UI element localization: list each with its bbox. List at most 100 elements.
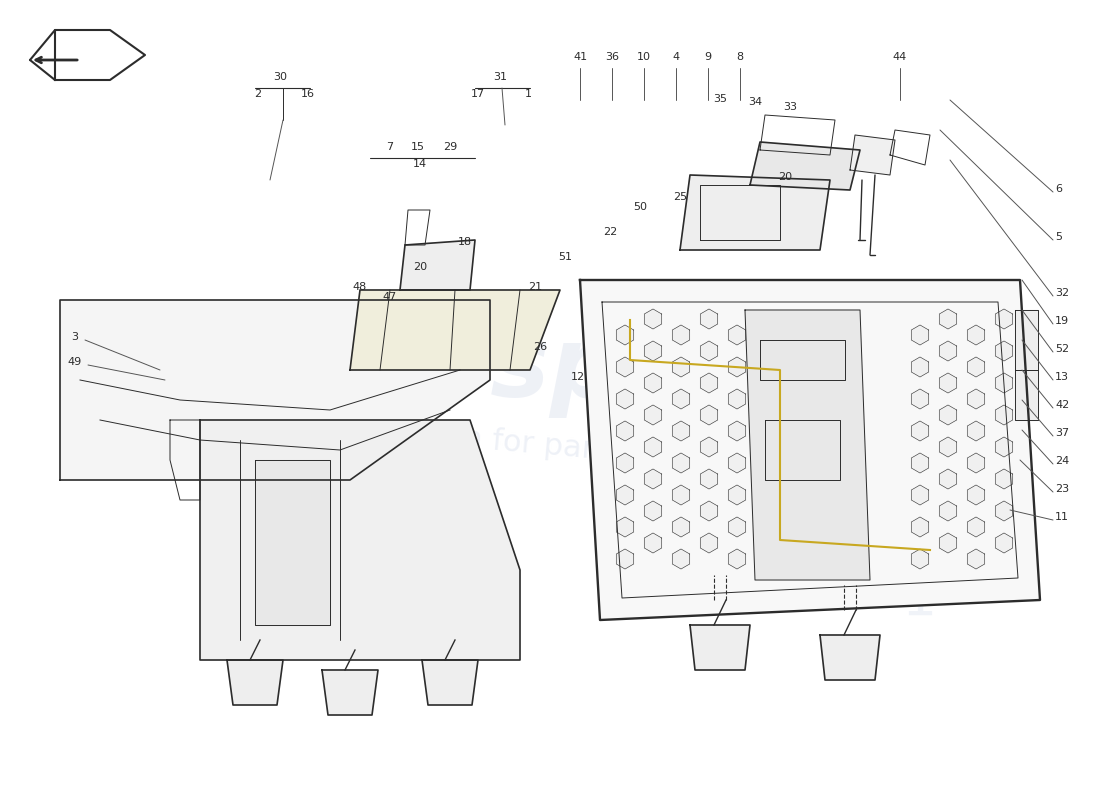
Polygon shape bbox=[911, 421, 928, 441]
Polygon shape bbox=[996, 373, 1013, 393]
Polygon shape bbox=[939, 373, 957, 393]
Text: 37: 37 bbox=[1055, 428, 1069, 438]
Polygon shape bbox=[728, 357, 746, 377]
Text: 24: 24 bbox=[1055, 456, 1069, 466]
Polygon shape bbox=[616, 325, 634, 345]
Polygon shape bbox=[1015, 370, 1038, 420]
Polygon shape bbox=[728, 389, 746, 409]
Text: 7: 7 bbox=[386, 142, 394, 152]
Text: 22: 22 bbox=[603, 227, 617, 237]
Text: 5: 5 bbox=[1055, 232, 1061, 242]
Text: 17: 17 bbox=[471, 89, 485, 99]
Polygon shape bbox=[672, 549, 690, 569]
Polygon shape bbox=[967, 517, 984, 537]
Polygon shape bbox=[911, 517, 928, 537]
Polygon shape bbox=[967, 549, 984, 569]
Text: 12: 12 bbox=[571, 372, 585, 382]
Polygon shape bbox=[645, 309, 662, 329]
Text: 20: 20 bbox=[778, 172, 792, 182]
Polygon shape bbox=[616, 357, 634, 377]
Text: 20: 20 bbox=[412, 262, 427, 272]
Polygon shape bbox=[701, 373, 717, 393]
Polygon shape bbox=[672, 517, 690, 537]
Text: 15: 15 bbox=[411, 142, 425, 152]
Text: 42: 42 bbox=[1055, 400, 1069, 410]
Text: 49: 49 bbox=[68, 357, 82, 367]
Polygon shape bbox=[672, 485, 690, 505]
Text: 8: 8 bbox=[736, 52, 744, 62]
Polygon shape bbox=[255, 460, 330, 625]
Polygon shape bbox=[850, 135, 895, 175]
Polygon shape bbox=[967, 485, 984, 505]
Polygon shape bbox=[672, 421, 690, 441]
Polygon shape bbox=[911, 453, 928, 473]
Polygon shape bbox=[645, 373, 662, 393]
Text: 2: 2 bbox=[254, 89, 262, 99]
Text: 9: 9 bbox=[704, 52, 712, 62]
Polygon shape bbox=[645, 405, 662, 425]
Polygon shape bbox=[996, 405, 1013, 425]
Polygon shape bbox=[701, 533, 717, 553]
Text: 25: 25 bbox=[673, 192, 688, 202]
Polygon shape bbox=[580, 280, 1040, 620]
Polygon shape bbox=[939, 501, 957, 521]
Polygon shape bbox=[350, 290, 560, 370]
Polygon shape bbox=[967, 453, 984, 473]
Text: 33: 33 bbox=[783, 102, 798, 112]
Polygon shape bbox=[996, 437, 1013, 457]
Polygon shape bbox=[728, 453, 746, 473]
Polygon shape bbox=[939, 405, 957, 425]
Polygon shape bbox=[701, 309, 717, 329]
Polygon shape bbox=[616, 453, 634, 473]
Text: 11: 11 bbox=[1055, 512, 1069, 522]
Text: 1: 1 bbox=[525, 89, 531, 99]
Polygon shape bbox=[996, 533, 1013, 553]
Text: 41: 41 bbox=[573, 52, 587, 62]
Polygon shape bbox=[996, 341, 1013, 361]
Polygon shape bbox=[728, 421, 746, 441]
Polygon shape bbox=[996, 501, 1013, 521]
Polygon shape bbox=[227, 660, 283, 705]
Text: 085: 085 bbox=[783, 470, 957, 550]
Polygon shape bbox=[645, 469, 662, 489]
Polygon shape bbox=[701, 469, 717, 489]
Text: 13: 13 bbox=[1055, 372, 1069, 382]
Text: 26: 26 bbox=[532, 342, 547, 352]
Polygon shape bbox=[996, 309, 1013, 329]
Polygon shape bbox=[820, 635, 880, 680]
Polygon shape bbox=[1015, 310, 1038, 370]
Polygon shape bbox=[728, 517, 746, 537]
Text: 44: 44 bbox=[893, 52, 907, 62]
Polygon shape bbox=[422, 660, 478, 705]
Text: 36: 36 bbox=[605, 52, 619, 62]
Polygon shape bbox=[939, 533, 957, 553]
Polygon shape bbox=[911, 325, 928, 345]
Polygon shape bbox=[911, 357, 928, 377]
Polygon shape bbox=[701, 405, 717, 425]
Polygon shape bbox=[967, 357, 984, 377]
Text: 51: 51 bbox=[558, 252, 572, 262]
Polygon shape bbox=[728, 549, 746, 569]
Text: 4: 4 bbox=[672, 52, 680, 62]
Text: a passion for parts: a passion for parts bbox=[337, 413, 623, 467]
Polygon shape bbox=[911, 549, 928, 569]
Polygon shape bbox=[645, 437, 662, 457]
Text: 1: 1 bbox=[902, 573, 937, 627]
Polygon shape bbox=[728, 325, 746, 345]
Polygon shape bbox=[745, 310, 870, 580]
Polygon shape bbox=[701, 437, 717, 457]
Text: 34: 34 bbox=[748, 97, 762, 107]
Polygon shape bbox=[200, 420, 520, 660]
Polygon shape bbox=[616, 549, 634, 569]
Polygon shape bbox=[939, 469, 957, 489]
Polygon shape bbox=[996, 469, 1013, 489]
Polygon shape bbox=[967, 389, 984, 409]
Polygon shape bbox=[672, 453, 690, 473]
Polygon shape bbox=[680, 175, 830, 250]
Polygon shape bbox=[701, 341, 717, 361]
Text: 47: 47 bbox=[383, 292, 397, 302]
Text: 3: 3 bbox=[72, 332, 78, 342]
Polygon shape bbox=[728, 485, 746, 505]
Polygon shape bbox=[690, 625, 750, 670]
Text: 52: 52 bbox=[1055, 344, 1069, 354]
